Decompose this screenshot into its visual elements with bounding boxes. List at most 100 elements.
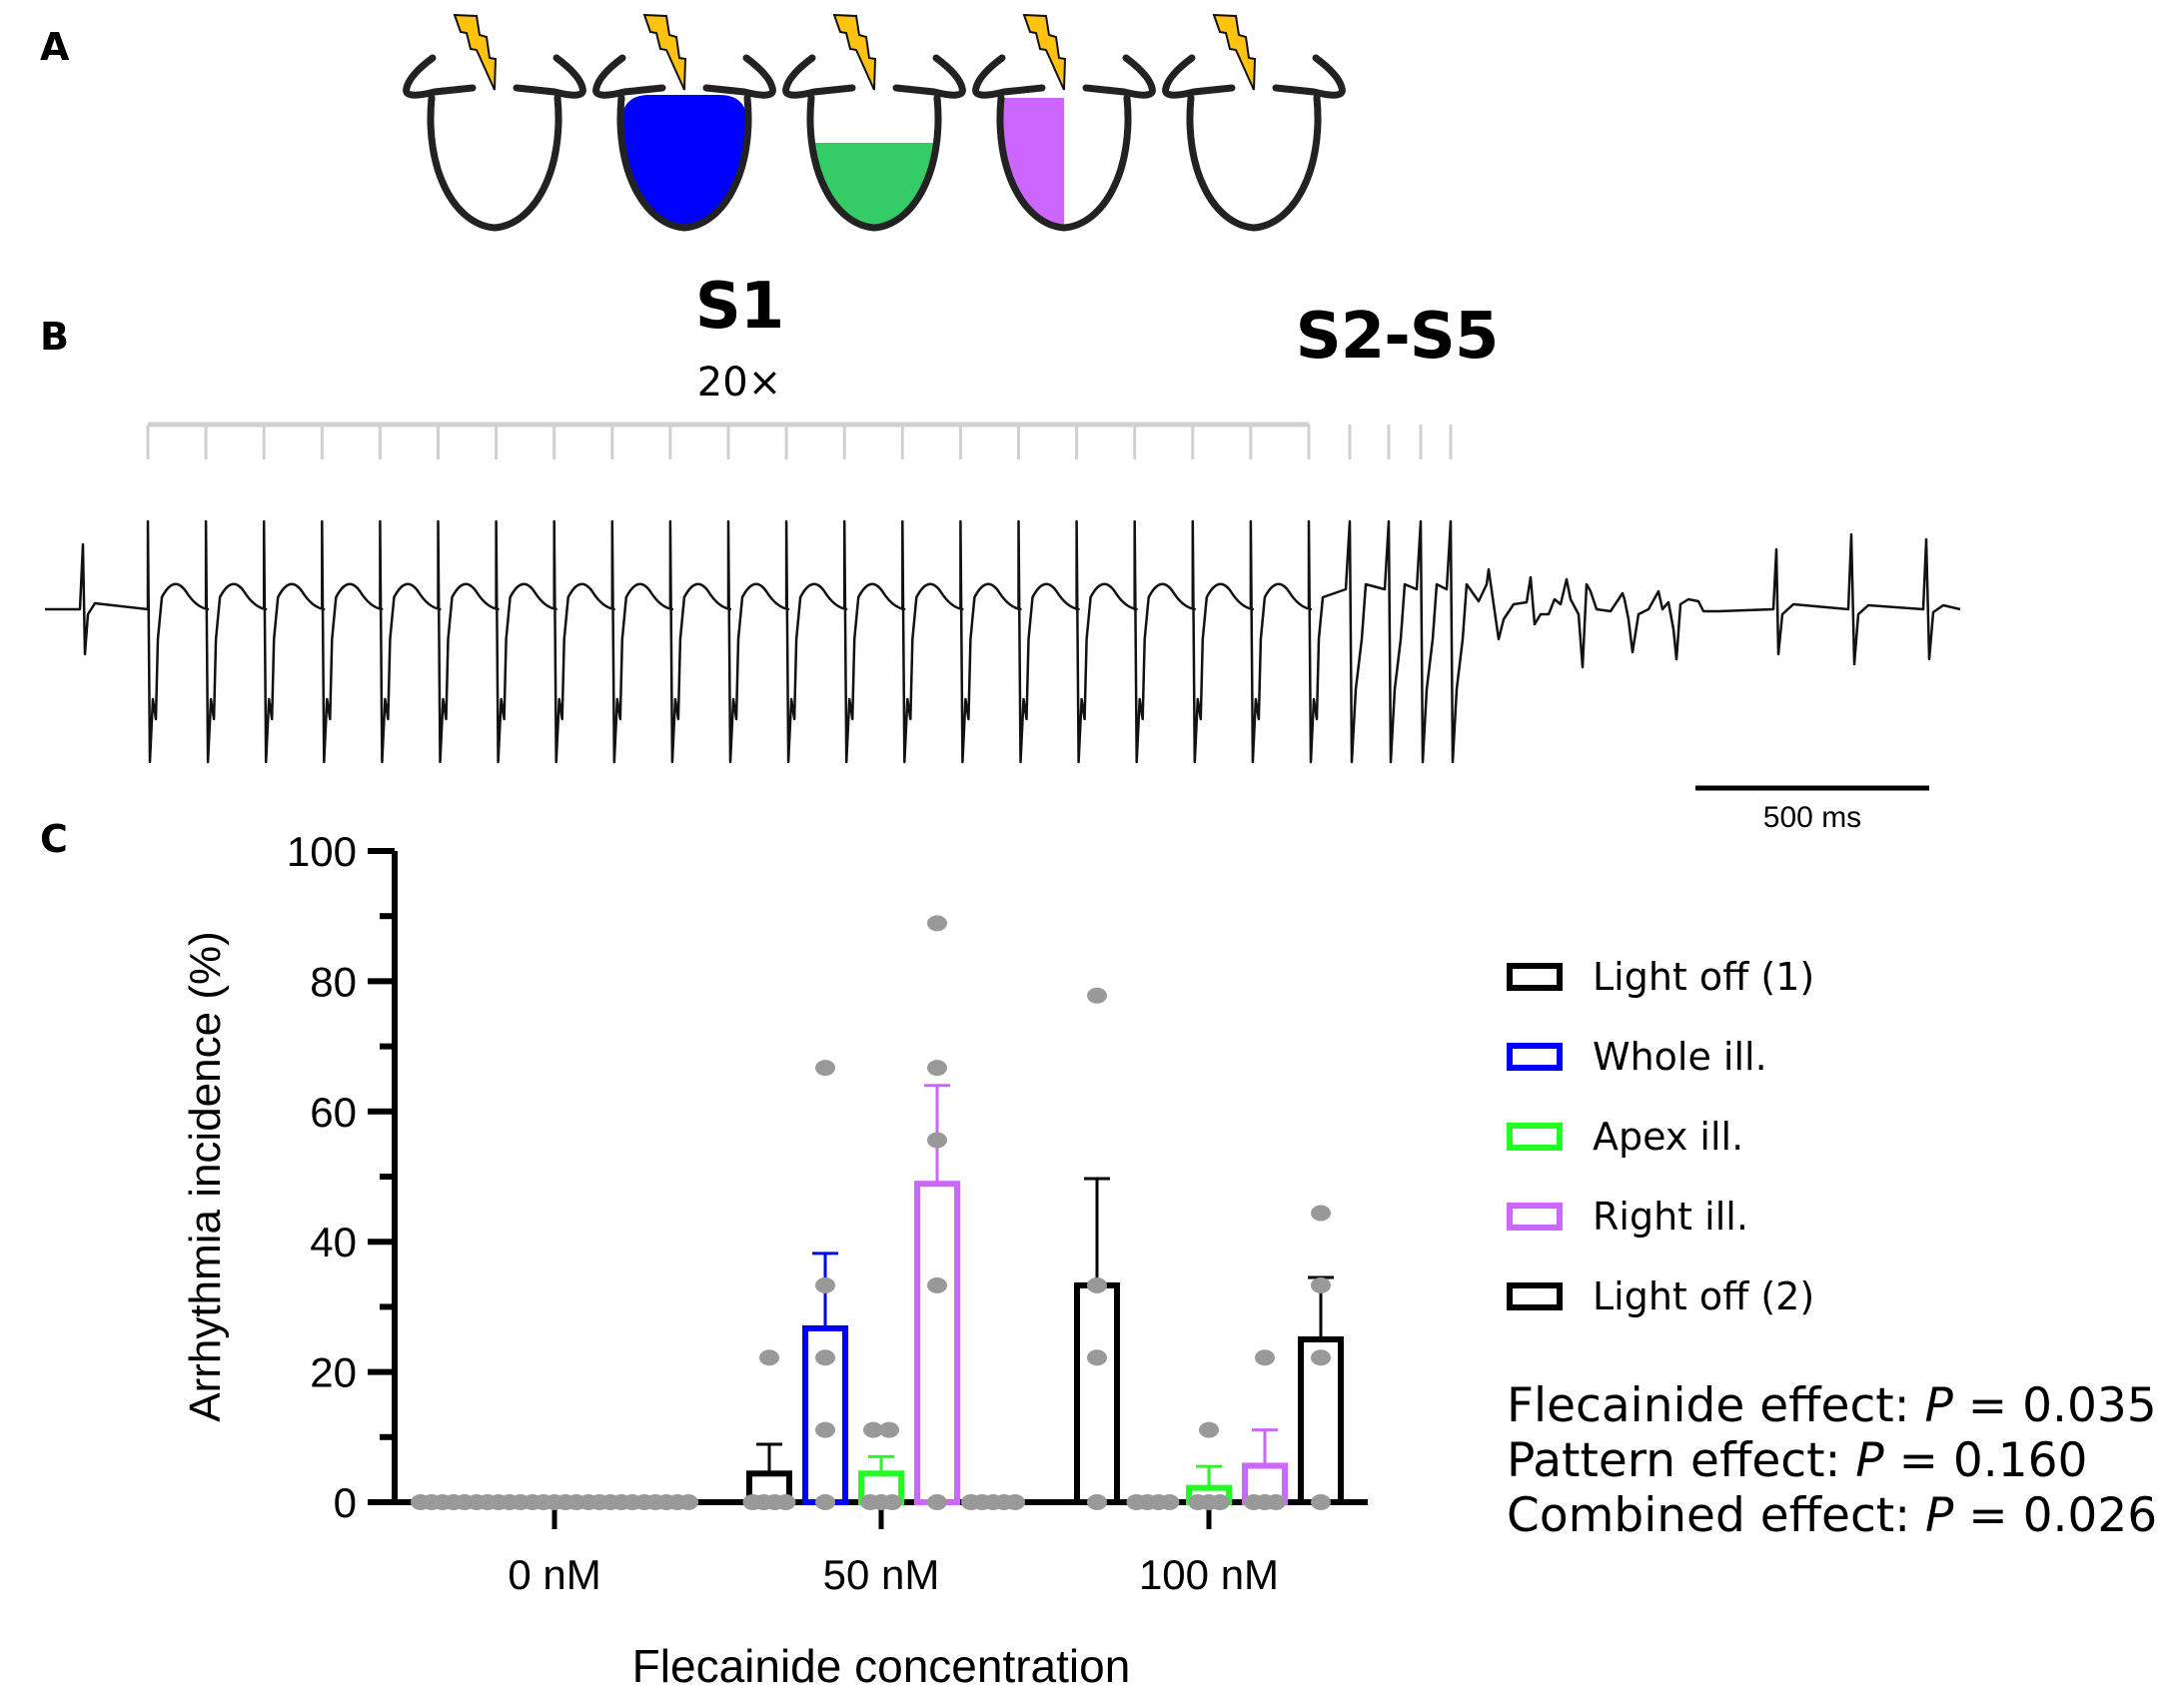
stat-value: = 0.026 [1953,1488,2158,1543]
legend-swatch-whole [1507,1043,1563,1071]
s1-count-label: 20× [696,360,782,406]
stat-value: = 0.160 [1883,1433,2088,1488]
data-point [1311,1205,1331,1222]
data-point [815,1349,835,1366]
heart-whole-illumination [592,13,776,232]
data-point [1087,1494,1107,1510]
heart-outline [806,94,942,232]
statistics-annotations: Flecainide effect: P = 0.035 Pattern eff… [1507,1378,2157,1543]
data-point [1199,1421,1219,1438]
y-tick-label: 0 [334,1479,357,1526]
legend-swatch-right [1507,1203,1563,1231]
stat-text: Flecainide effect: [1507,1378,1925,1433]
left-atrium-outline [1162,54,1236,99]
legend-label: Whole ill. [1593,1035,1767,1079]
stat-text: Combined effect: [1507,1488,1925,1543]
data-point [1255,1349,1275,1366]
heart-schematics [403,13,1346,232]
right-atrium-outline [1082,54,1156,99]
data-point [882,1494,902,1510]
heart-light-off-1 [403,13,586,232]
data-point [815,1494,835,1510]
legend-swatch-light-off-1 [1507,963,1563,991]
x-tick-label: 50 nM [823,1551,940,1598]
s1-label: S1 [694,270,785,344]
bar [1074,1281,1120,1506]
x-tick-label: 0 nM [508,1551,600,1598]
heart-outline [1186,94,1322,232]
heart-outline [996,94,1132,232]
stat-value: = 0.035 [1952,1378,2157,1433]
lightning-icon [1212,13,1257,91]
x-tick-label: 100 nM [1139,1551,1279,1598]
whole-illumination-fill [619,95,749,228]
data-point [927,1276,947,1293]
stat-p: P [1855,1433,1884,1488]
heart-outline [616,94,752,232]
data-point [863,1421,883,1438]
right-atrium-outline [513,54,586,99]
stat-flecainide-effect: Flecainide effect: P = 0.035 [1507,1378,2157,1433]
stat-combined-effect: Combined effect: P = 0.026 [1507,1488,2157,1543]
data-point [1311,1494,1331,1510]
stat-pattern-effect: Pattern effect: P = 0.160 [1507,1433,2157,1488]
heart-outline [427,94,562,232]
scale-bar-label: 500 ms [1762,801,1862,834]
y-axis-label: Arrhythmia incidence (%) [181,931,230,1422]
y-tick-label: 80 [310,958,357,1005]
legend-item: Light off (1) [1507,937,1814,1017]
right-atrium-outline [1272,54,1346,99]
legend-swatch-light-off-2 [1507,1282,1563,1310]
bar [914,1181,960,1505]
heart-light-off-2 [1162,13,1346,232]
legend-item: Right ill. [1507,1177,1814,1257]
data-point [1311,1276,1331,1293]
lightning-icon [642,13,687,91]
left-atrium-outline [972,54,1046,99]
legend-label: Light off (1) [1593,955,1815,999]
data-point [678,1494,698,1510]
x-axis-label: Flecainide concentration [632,1640,1131,1685]
right-atrium-outline [892,54,966,99]
legend-item: Whole ill. [1507,1017,1814,1097]
y-tick-label: 60 [310,1089,357,1136]
data-point [927,915,947,932]
legend-item: Apex ill. [1507,1097,1814,1177]
data-point [815,1276,835,1293]
left-atrium-outline [403,54,477,99]
data-point [1005,1494,1025,1510]
lightning-icon [832,13,877,91]
lightning-icon [453,13,498,91]
y-tick-label: 20 [310,1349,357,1396]
left-atrium-outline [592,54,666,99]
legend-item: Light off (2) [1507,1257,1814,1336]
legend-label: Light off (2) [1593,1274,1815,1318]
lightning-icon [1022,13,1067,91]
y-tick-label: 100 [287,828,357,875]
data-point [759,1349,779,1366]
left-atrium-outline [782,54,856,99]
ecg-trace-panel [45,421,1961,791]
chart-legend: Light off (1) Whole ill. Apex ill. Right… [1507,937,1814,1336]
panel-label-b: B [40,315,69,359]
data-point [1087,1276,1107,1293]
stat-p: P [1924,1488,1954,1543]
stat-p: P [1924,1378,1953,1433]
data-point [927,1494,947,1510]
data-point [927,1132,947,1149]
data-point [879,1421,899,1438]
data-point [815,1060,835,1077]
panel-label-a: A [40,25,70,69]
right-atrium-outline [702,54,776,99]
stat-text: Pattern effect: [1507,1433,1856,1488]
panel-label-c: C [40,817,68,861]
data-point [927,1060,947,1077]
data-point [1210,1494,1230,1510]
data-point [1266,1494,1286,1510]
legend-label: Apex ill. [1593,1115,1744,1159]
legend-swatch-apex [1507,1123,1563,1151]
data-point [775,1494,796,1510]
data-point [815,1421,835,1438]
